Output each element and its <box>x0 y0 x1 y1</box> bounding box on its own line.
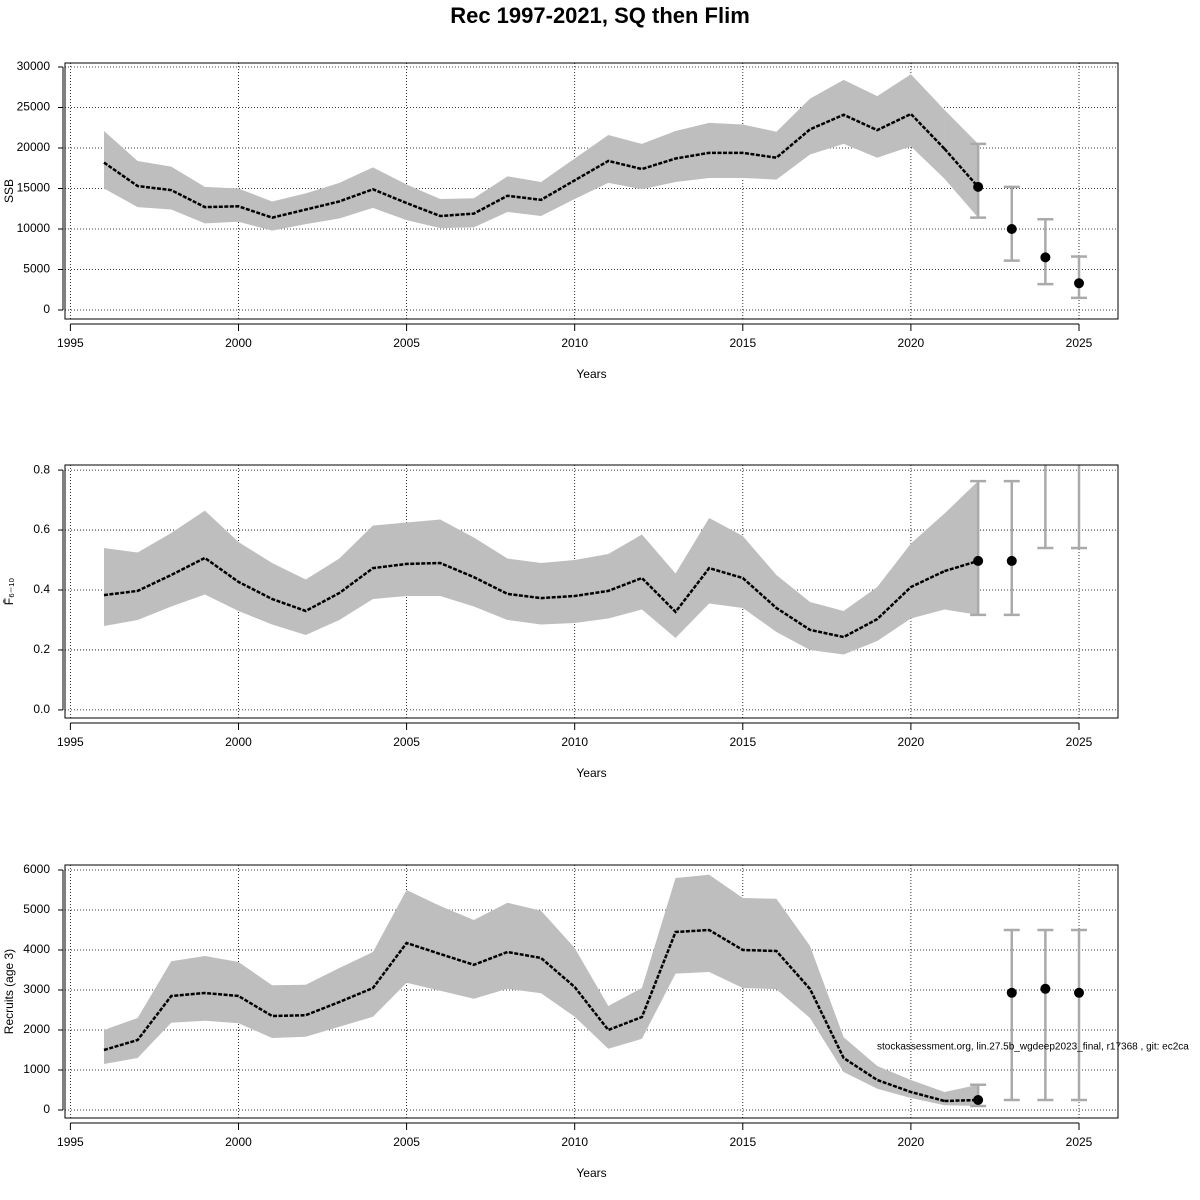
projection-point <box>973 181 984 192</box>
y-tick-label: 0.8 <box>33 462 50 476</box>
x-tick-label: 2010 <box>561 336 588 350</box>
x-tick-label: 2015 <box>729 1135 756 1149</box>
x-axis-label: Years <box>576 367 606 381</box>
confidence-band <box>104 874 945 1106</box>
projection-point <box>1040 252 1051 263</box>
title: Rec 1997-2021, SQ then Flim <box>450 3 750 28</box>
projection-point <box>1040 983 1051 994</box>
y-tick-label: 0 <box>43 1102 50 1116</box>
y-tick-label: 0.0 <box>33 702 50 716</box>
y-tick-label: 0 <box>43 302 50 316</box>
y-tick-label: 5000 <box>23 262 50 276</box>
y-tick-label: 15000 <box>17 181 51 195</box>
y-tick-label: 1000 <box>23 1062 50 1076</box>
panel <box>65 865 1118 1118</box>
y-tick-label: 4000 <box>23 942 50 956</box>
y-tick-label: 0.4 <box>33 582 50 596</box>
x-tick-label: 2015 <box>729 735 756 749</box>
x-tick-label: 2020 <box>898 735 925 749</box>
x-tick-label: 2000 <box>225 336 252 350</box>
x-axis-label: Years <box>576 766 606 780</box>
y-tick-label: 10000 <box>17 221 51 235</box>
estimate-line <box>103 556 946 639</box>
line-connector <box>944 559 979 573</box>
y-tick-label: 3000 <box>23 982 50 996</box>
band-connector <box>944 1084 979 1106</box>
panel <box>65 63 1118 319</box>
y-axis-label: F̄₆₋₁₀ <box>2 578 16 606</box>
x-tick-label: 2020 <box>898 1135 925 1149</box>
y-tick-label: 2000 <box>23 1022 50 1036</box>
estimate-line <box>103 928 945 1103</box>
y-tick-label: 5000 <box>23 902 50 916</box>
projection-point <box>1006 223 1017 234</box>
plot-frame <box>64 464 1119 719</box>
y-axis-label: SSB <box>2 179 16 203</box>
line-connector <box>943 147 980 188</box>
x-tick-label: 2015 <box>729 336 756 350</box>
projection-point <box>973 555 984 566</box>
x-tick-label: 2005 <box>393 735 420 749</box>
projection-point <box>1006 987 1017 998</box>
annotation: stockassessment.org, lin.27.5b_wgdeep202… <box>877 1042 1189 1053</box>
projection-point <box>1074 987 1084 998</box>
x-tick-label: 2020 <box>898 336 925 350</box>
y-axis-label: Recruits (age 3) <box>2 949 16 1034</box>
x-axis-label: Years <box>576 1166 606 1180</box>
x-tick-label: 2025 <box>1066 1135 1093 1149</box>
y-tick-label: 6000 <box>23 862 50 876</box>
panel <box>65 450 1118 718</box>
projection-point <box>1006 555 1017 566</box>
x-tick-label: 2000 <box>225 735 252 749</box>
x-tick-label: 2005 <box>393 1135 420 1149</box>
projection-point <box>1074 278 1084 289</box>
projection-point <box>1074 450 1084 460</box>
confidence-band <box>104 510 945 655</box>
y-tick-label: 20000 <box>17 140 51 154</box>
y-tick-label: 30000 <box>17 59 51 73</box>
band-connector <box>944 109 979 218</box>
confidence-band <box>104 74 945 231</box>
x-tick-label: 2025 <box>1066 735 1093 749</box>
y-tick-label: 25000 <box>17 100 51 114</box>
band-connector <box>944 481 979 615</box>
y-tick-label: 0.2 <box>33 642 50 656</box>
x-tick-label: 2000 <box>225 1135 252 1149</box>
estimate-line <box>103 112 946 219</box>
projection-point <box>1040 450 1050 460</box>
x-tick-label: 1995 <box>57 336 84 350</box>
y-tick-label: 0.6 <box>33 522 50 536</box>
line-connector <box>944 1098 979 1103</box>
projection-point <box>973 1095 984 1105</box>
x-tick-label: 2010 <box>561 735 588 749</box>
x-tick-label: 1995 <box>57 735 84 749</box>
plot-frame <box>64 864 1119 1119</box>
plot-frame <box>64 62 1119 320</box>
x-tick-label: 2010 <box>561 1135 588 1149</box>
x-tick-label: 1995 <box>57 1135 84 1149</box>
x-tick-label: 2025 <box>1066 336 1093 350</box>
x-tick-label: 2005 <box>393 336 420 350</box>
